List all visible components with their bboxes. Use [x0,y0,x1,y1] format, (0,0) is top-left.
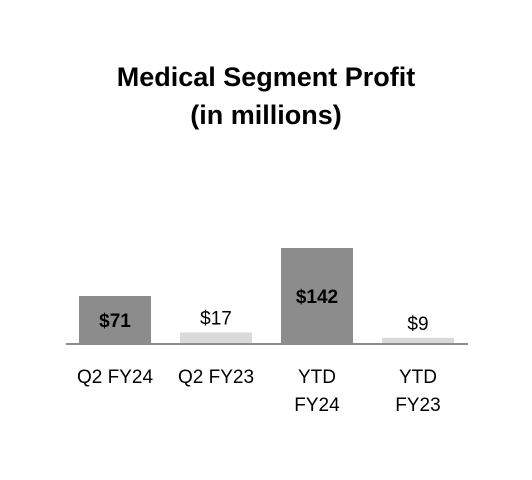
data-label: $142 [296,287,338,308]
category-label: FY23 [395,395,440,416]
category-label: FY24 [294,395,340,416]
chart-title: Medical Segment Profit [117,62,416,92]
data-label: $9 [407,314,428,335]
bar-q2-fy24 [79,296,151,344]
bar-ytd-fy23 [382,337,454,344]
category-label: Q2 FY24 [77,367,153,388]
category-label: YTD [399,367,437,388]
bar-q2-fy23 [180,332,252,344]
chart-subtitle: (in millions) [190,100,342,130]
category-label: Q2 FY23 [178,367,254,388]
category-labels-group: Q2 FY24 Q2 FY23 YTD FY24 YTD FY23 [77,367,441,416]
category-label: YTD [298,367,336,388]
bars-group [79,248,454,344]
data-labels-group: $71 $17 $142 $9 [99,287,428,335]
bar-ytd-fy24 [281,248,353,344]
data-label: $71 [99,311,131,332]
data-label: $17 [200,309,232,330]
